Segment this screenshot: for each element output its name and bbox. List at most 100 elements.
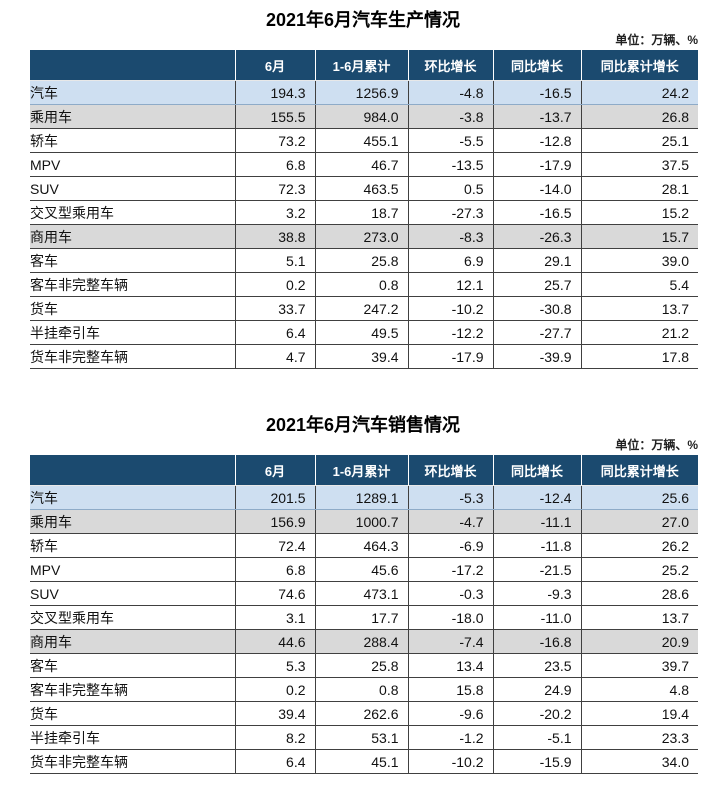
value-cell: -11.1 xyxy=(492,509,581,534)
row-label-cell: 货车 xyxy=(30,701,235,726)
value-cell: -5.5 xyxy=(407,128,493,153)
value-cell: 0.5 xyxy=(407,176,493,201)
value-cell: -12.8 xyxy=(492,128,581,153)
row-label-cell: 客车 xyxy=(30,653,235,678)
value-cell: -20.2 xyxy=(492,701,581,726)
column-header-cell: 6月 xyxy=(234,50,315,81)
value-cell: -30.8 xyxy=(492,296,581,321)
header-row: 6月 1-6月累计 环比增长 同比增长 同比累计增长 xyxy=(30,50,698,81)
row-label-cell: 半挂牵引车 xyxy=(30,320,235,345)
value-cell: -21.5 xyxy=(492,557,581,582)
table-row: 客车 5.3 25.8 13.4 23.5 39.7 xyxy=(30,653,698,678)
table-row: 货车非完整车辆 6.4 45.1 -10.2 -15.9 34.0 xyxy=(30,749,698,774)
value-cell: -4.8 xyxy=(407,80,493,105)
sales-table: 6月 1-6月累计 环比增长 同比增长 同比累计增长 汽车 201.5 1289.1 -5.3-… xyxy=(30,455,698,774)
value-cell: -13.7 xyxy=(492,104,581,129)
value-cell: 26.2 xyxy=(580,533,698,558)
table-row: 轿车 72.4 464.3 -6.9 -11.8 26.2 xyxy=(30,533,698,558)
value-cell: 25.8 xyxy=(314,248,408,273)
value-cell: -16.5 xyxy=(492,80,581,105)
value-cell: 473.1 xyxy=(314,581,408,606)
column-header-cell: 1-6月累计 xyxy=(314,455,408,486)
production-table: 6月 1-6月累计 环比增长 同比增长 同比累计增长 汽车 194.3 1256.9 -4.8-… xyxy=(30,50,698,369)
value-cell: 23.3 xyxy=(580,725,698,750)
value-cell: 984.0 xyxy=(314,104,408,129)
value-cell: 18.7 xyxy=(314,200,408,225)
value-cell: -15.9 xyxy=(492,749,581,774)
table-row: SUV 74.6 473.1 -0.3 -9.3 28.6 xyxy=(30,581,698,606)
value-cell: 28.1 xyxy=(580,176,698,201)
value-cell: 13.7 xyxy=(580,296,698,321)
table-row: 货车非完整车辆 4.7 39.4 -17.9 -39.9 17.8 xyxy=(30,344,698,369)
value-cell: 8.2 xyxy=(234,725,315,750)
value-cell: 15.2 xyxy=(580,200,698,225)
value-cell: -3.8 xyxy=(407,104,493,129)
value-cell: 23.5 xyxy=(492,653,581,678)
value-cell: -5.3 xyxy=(407,485,493,510)
value-cell: 194.3 xyxy=(234,80,315,105)
row-label-cell: 商用车 xyxy=(30,629,235,654)
value-cell: 247.2 xyxy=(314,296,408,321)
row-label-cell: SUV xyxy=(30,176,235,201)
value-cell: 6.4 xyxy=(234,749,315,774)
value-cell: 53.1 xyxy=(314,725,408,750)
value-cell: 74.6 xyxy=(234,581,315,606)
table-row: MPV 6.8 46.7 -13.5 -17.9 37.5 xyxy=(30,152,698,177)
value-cell: 45.1 xyxy=(314,749,408,774)
value-cell: 45.6 xyxy=(314,557,408,582)
value-cell: 155.5 xyxy=(234,104,315,129)
row-label-cell: 客车非完整车辆 xyxy=(30,272,235,297)
table-row: 半挂牵引车 8.2 53.1 -1.2 -5.1 23.3 xyxy=(30,725,698,750)
value-cell: -13.5 xyxy=(407,152,493,177)
value-cell: 0.2 xyxy=(234,677,315,702)
row-label-cell: 货车非完整车辆 xyxy=(30,344,235,369)
value-cell: -16.5 xyxy=(492,200,581,225)
value-cell: -17.9 xyxy=(492,152,581,177)
table-row: 汽车 194.3 1256.9 -4.8 -16.5 24.2 xyxy=(30,80,698,105)
value-cell: 0.2 xyxy=(234,272,315,297)
table-row: 汽车 201.5 1289.1 -5.3 -12.4 25.6 xyxy=(30,485,698,510)
value-cell: -10.2 xyxy=(407,296,493,321)
value-cell: 24.2 xyxy=(580,80,698,105)
column-header-cell: 同比增长 xyxy=(492,455,581,486)
row-label-cell: 汽车 xyxy=(30,485,235,510)
value-cell: -27.7 xyxy=(492,320,581,345)
table-row: 货车 33.7 247.2 -10.2 -30.8 13.7 xyxy=(30,296,698,321)
table-row: 货车 39.4 262.6 -9.6 -20.2 19.4 xyxy=(30,701,698,726)
value-cell: 15.7 xyxy=(580,224,698,249)
row-label-cell: 客车非完整车辆 xyxy=(30,677,235,702)
value-cell: 13.7 xyxy=(580,605,698,630)
value-cell: -6.9 xyxy=(407,533,493,558)
table-row: 交叉型乘用车 3.1 17.7 -18.0 -11.0 13.7 xyxy=(30,605,698,630)
value-cell: 455.1 xyxy=(314,128,408,153)
table-row: 客车非完整车辆 0.2 0.8 12.1 25.7 5.4 xyxy=(30,272,698,297)
value-cell: -9.3 xyxy=(492,581,581,606)
column-header-cell: 同比累计增长 xyxy=(580,50,698,81)
value-cell: -14.0 xyxy=(492,176,581,201)
row-label-cell: 交叉型乘用车 xyxy=(30,605,235,630)
value-cell: 15.8 xyxy=(407,677,493,702)
production-section: 2021年6月汽车生产情况 单位：万辆、% 6月 1-6月累计 环比增长 同比增长 同比… xyxy=(0,0,726,369)
row-label-cell: 轿车 xyxy=(30,128,235,153)
value-cell: 12.1 xyxy=(407,272,493,297)
header-row: 6月 1-6月累计 环比增长 同比增长 同比累计增长 xyxy=(30,455,698,486)
corner-header-cell xyxy=(30,455,235,486)
table-row: 交叉型乘用车 3.2 18.7 -27.3 -16.5 15.2 xyxy=(30,200,698,225)
sales-table-title: 2021年6月汽车销售情况 xyxy=(265,415,461,435)
value-cell: -17.2 xyxy=(407,557,493,582)
table-row: 乘用车 156.9 1000.7 -4.7 -11.1 27.0 xyxy=(30,509,698,534)
row-label-cell: 乘用车 xyxy=(30,509,235,534)
value-cell: 3.1 xyxy=(234,605,315,630)
value-cell: 25.8 xyxy=(314,653,408,678)
table-row: MPV 6.8 45.6 -17.2 -21.5 25.2 xyxy=(30,557,698,582)
value-cell: 39.4 xyxy=(314,344,408,369)
value-cell: -12.2 xyxy=(407,320,493,345)
corner-header-cell xyxy=(30,50,235,81)
value-cell: 72.4 xyxy=(234,533,315,558)
row-label-cell: 汽车 xyxy=(30,80,235,105)
value-cell: 17.8 xyxy=(580,344,698,369)
sales-unit-label: 单位：万辆、% xyxy=(615,438,698,452)
value-cell: -39.9 xyxy=(492,344,581,369)
row-label-cell: 货车非完整车辆 xyxy=(30,749,235,774)
value-cell: 1000.7 xyxy=(314,509,408,534)
